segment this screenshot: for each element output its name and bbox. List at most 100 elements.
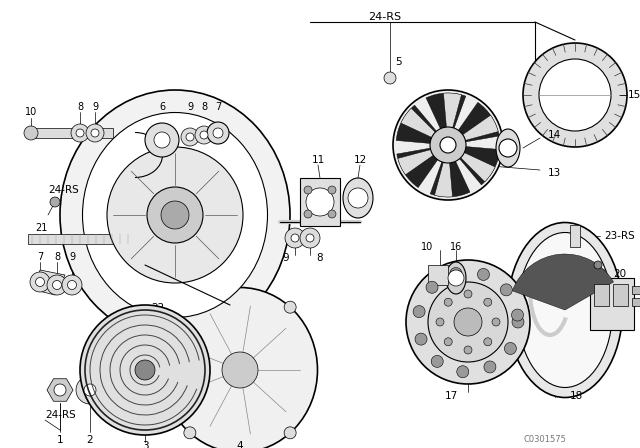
Text: C0301575: C0301575 xyxy=(524,435,566,444)
Circle shape xyxy=(35,277,45,287)
Circle shape xyxy=(304,186,312,194)
Bar xyxy=(570,225,580,247)
Circle shape xyxy=(306,234,314,242)
Text: 8: 8 xyxy=(316,253,323,263)
Bar xyxy=(594,284,609,306)
Ellipse shape xyxy=(83,112,268,318)
Circle shape xyxy=(54,384,66,396)
Text: 16: 16 xyxy=(450,242,462,252)
Circle shape xyxy=(511,309,524,321)
Text: 21: 21 xyxy=(35,223,47,233)
Wedge shape xyxy=(426,93,466,145)
Ellipse shape xyxy=(446,262,466,294)
Wedge shape xyxy=(448,145,495,182)
Circle shape xyxy=(393,90,503,200)
Circle shape xyxy=(184,427,196,439)
Circle shape xyxy=(154,132,170,148)
Text: 19: 19 xyxy=(593,269,607,279)
Circle shape xyxy=(428,282,508,362)
Circle shape xyxy=(86,124,104,142)
Text: 15: 15 xyxy=(628,90,640,100)
Bar xyxy=(428,265,448,285)
Ellipse shape xyxy=(343,178,373,218)
Circle shape xyxy=(284,301,296,313)
Circle shape xyxy=(484,298,492,306)
Ellipse shape xyxy=(163,288,317,448)
Circle shape xyxy=(291,234,299,242)
Text: 7: 7 xyxy=(215,102,221,112)
Text: 17: 17 xyxy=(445,391,458,401)
Wedge shape xyxy=(448,115,498,145)
Circle shape xyxy=(444,338,452,346)
Circle shape xyxy=(436,318,444,326)
Ellipse shape xyxy=(508,223,623,397)
Circle shape xyxy=(186,133,194,141)
Ellipse shape xyxy=(60,90,290,340)
Wedge shape xyxy=(513,254,614,310)
Circle shape xyxy=(145,123,179,157)
Circle shape xyxy=(499,139,517,157)
Circle shape xyxy=(47,275,67,295)
Circle shape xyxy=(431,355,444,367)
Wedge shape xyxy=(396,105,448,145)
Circle shape xyxy=(512,316,524,328)
Wedge shape xyxy=(448,103,499,145)
Text: 22: 22 xyxy=(152,303,164,313)
Circle shape xyxy=(161,336,173,348)
Circle shape xyxy=(384,72,396,84)
Text: 4: 4 xyxy=(237,441,243,448)
Bar xyxy=(613,284,628,306)
Circle shape xyxy=(464,346,472,354)
Text: 9: 9 xyxy=(282,253,289,263)
Circle shape xyxy=(76,129,84,137)
Circle shape xyxy=(464,290,472,298)
Text: 9: 9 xyxy=(69,252,75,262)
Circle shape xyxy=(76,376,104,404)
Text: 12: 12 xyxy=(353,155,367,165)
Ellipse shape xyxy=(518,233,612,388)
Text: 24-RS: 24-RS xyxy=(369,12,401,22)
Circle shape xyxy=(440,137,456,153)
Circle shape xyxy=(426,281,438,293)
Circle shape xyxy=(213,128,223,138)
Text: 13: 13 xyxy=(548,168,561,178)
Text: 2: 2 xyxy=(86,435,93,445)
Circle shape xyxy=(450,267,462,280)
Text: 7: 7 xyxy=(37,252,43,262)
Wedge shape xyxy=(401,108,448,145)
Text: 18: 18 xyxy=(570,391,583,401)
Circle shape xyxy=(477,268,490,280)
Text: 9: 9 xyxy=(92,102,98,112)
Circle shape xyxy=(24,126,38,140)
Circle shape xyxy=(91,129,99,137)
Wedge shape xyxy=(397,145,448,188)
Circle shape xyxy=(222,352,258,388)
Circle shape xyxy=(195,126,213,144)
Circle shape xyxy=(406,260,530,384)
Circle shape xyxy=(300,228,320,248)
Circle shape xyxy=(107,147,243,283)
Circle shape xyxy=(504,342,516,354)
Text: 24-RS: 24-RS xyxy=(48,185,79,195)
Circle shape xyxy=(484,361,496,373)
Circle shape xyxy=(523,43,627,147)
Circle shape xyxy=(304,210,312,218)
Circle shape xyxy=(284,427,296,439)
Text: 11: 11 xyxy=(312,155,324,165)
Text: 9: 9 xyxy=(187,102,193,112)
Circle shape xyxy=(448,270,464,286)
Text: 1: 1 xyxy=(57,435,63,445)
Circle shape xyxy=(413,306,425,318)
Circle shape xyxy=(454,308,482,336)
Circle shape xyxy=(415,333,427,345)
Wedge shape xyxy=(435,145,452,197)
Circle shape xyxy=(50,197,60,207)
Bar xyxy=(590,278,634,330)
Bar xyxy=(632,298,640,306)
Wedge shape xyxy=(444,93,461,145)
Ellipse shape xyxy=(496,129,520,167)
Circle shape xyxy=(444,298,452,306)
Circle shape xyxy=(200,131,208,139)
Text: 24-RS: 24-RS xyxy=(45,410,76,420)
Circle shape xyxy=(71,124,89,142)
